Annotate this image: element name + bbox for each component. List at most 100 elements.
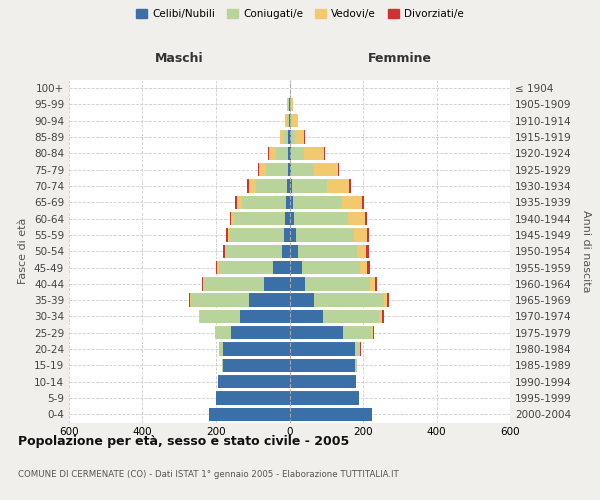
- Bar: [304, 146, 325, 160]
- Bar: [292, 180, 328, 192]
- Bar: [280, 130, 284, 144]
- Bar: [354, 228, 367, 241]
- Bar: [355, 358, 357, 372]
- Bar: [387, 294, 389, 307]
- Bar: [282, 244, 290, 258]
- Bar: [237, 196, 242, 209]
- Bar: [284, 228, 290, 241]
- Bar: [290, 244, 298, 258]
- Bar: [290, 358, 355, 372]
- Bar: [348, 212, 365, 226]
- Y-axis label: Anni di nascita: Anni di nascita: [581, 210, 591, 292]
- Bar: [232, 212, 235, 226]
- Bar: [383, 294, 387, 307]
- Bar: [240, 310, 290, 323]
- Bar: [285, 114, 287, 128]
- Bar: [379, 310, 382, 323]
- Bar: [287, 180, 290, 192]
- Bar: [230, 326, 290, 340]
- Bar: [296, 228, 354, 241]
- Bar: [294, 212, 348, 226]
- Bar: [290, 212, 294, 226]
- Bar: [215, 261, 217, 274]
- Bar: [266, 163, 287, 176]
- Bar: [223, 358, 290, 372]
- Bar: [293, 196, 341, 209]
- Bar: [256, 180, 287, 192]
- Bar: [230, 212, 232, 226]
- Bar: [235, 196, 237, 209]
- Bar: [290, 310, 323, 323]
- Y-axis label: Fasce di età: Fasce di età: [19, 218, 28, 284]
- Bar: [222, 358, 223, 372]
- Bar: [225, 244, 226, 258]
- Bar: [290, 375, 356, 388]
- Bar: [286, 196, 290, 209]
- Bar: [371, 326, 373, 340]
- Bar: [242, 196, 286, 209]
- Bar: [290, 261, 302, 274]
- Bar: [367, 261, 370, 274]
- Bar: [289, 98, 290, 111]
- Bar: [328, 180, 349, 192]
- Bar: [365, 212, 367, 226]
- Bar: [285, 212, 290, 226]
- Bar: [190, 294, 191, 307]
- Bar: [290, 98, 291, 111]
- Legend: Celibi/Nubili, Coniugati/e, Vedovi/e, Divorziati/e: Celibi/Nubili, Coniugati/e, Vedovi/e, Di…: [132, 5, 468, 24]
- Bar: [305, 277, 370, 290]
- Text: Maschi: Maschi: [155, 52, 203, 65]
- Bar: [314, 163, 338, 176]
- Bar: [226, 228, 228, 241]
- Bar: [290, 196, 293, 209]
- Bar: [287, 114, 289, 128]
- Text: Popolazione per età, sesso e stato civile - 2005: Popolazione per età, sesso e stato civil…: [18, 435, 349, 448]
- Bar: [373, 326, 374, 340]
- Bar: [287, 98, 288, 111]
- Bar: [290, 342, 355, 356]
- Bar: [290, 180, 292, 192]
- Bar: [302, 261, 361, 274]
- Bar: [273, 261, 290, 274]
- Bar: [223, 244, 225, 258]
- Bar: [298, 244, 357, 258]
- Bar: [287, 146, 290, 160]
- Bar: [226, 244, 282, 258]
- Bar: [217, 261, 218, 274]
- Text: Femmine: Femmine: [368, 52, 432, 65]
- Bar: [258, 163, 259, 176]
- Bar: [223, 342, 290, 356]
- Bar: [202, 277, 203, 290]
- Bar: [290, 130, 295, 144]
- Bar: [290, 277, 305, 290]
- Bar: [314, 294, 383, 307]
- Bar: [341, 196, 362, 209]
- Bar: [290, 146, 292, 160]
- Bar: [357, 244, 367, 258]
- Text: COMUNE DI CERMENATE (CO) - Dati ISTAT 1° gennaio 2005 - Elaborazione TUTTITALIA.: COMUNE DI CERMENATE (CO) - Dati ISTAT 1°…: [18, 470, 399, 479]
- Bar: [291, 98, 293, 111]
- Bar: [292, 114, 298, 128]
- Bar: [199, 310, 200, 323]
- Bar: [290, 163, 292, 176]
- Bar: [367, 244, 369, 258]
- Bar: [287, 163, 290, 176]
- Bar: [290, 408, 372, 421]
- Bar: [189, 294, 190, 307]
- Bar: [295, 130, 304, 144]
- Bar: [290, 392, 359, 404]
- Bar: [323, 310, 379, 323]
- Bar: [292, 146, 304, 160]
- Bar: [343, 326, 371, 340]
- Bar: [191, 294, 249, 307]
- Bar: [200, 310, 240, 323]
- Bar: [209, 408, 290, 421]
- Bar: [289, 130, 290, 144]
- Bar: [349, 180, 351, 192]
- Bar: [259, 163, 266, 176]
- Bar: [268, 146, 269, 160]
- Bar: [216, 392, 290, 404]
- Bar: [247, 180, 249, 192]
- Bar: [338, 163, 339, 176]
- Bar: [284, 130, 289, 144]
